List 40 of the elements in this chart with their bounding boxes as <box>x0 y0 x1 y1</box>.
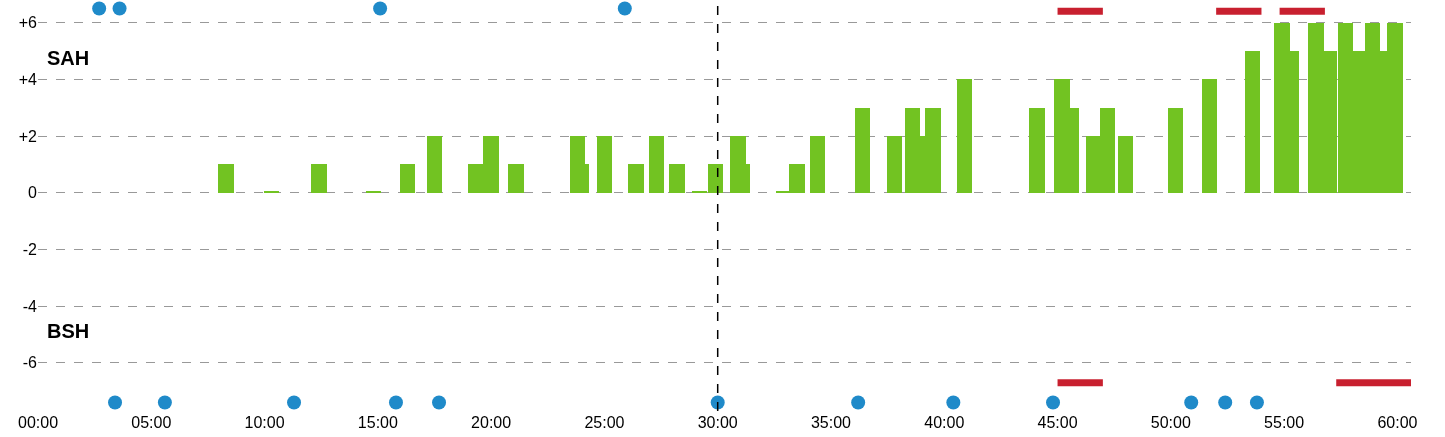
x-tick-label: 45:00 <box>1037 414 1078 431</box>
y-tick-label: 0 <box>28 184 38 202</box>
x-tick-label: 30:00 <box>697 414 738 431</box>
x-tick-label: 15:00 <box>357 414 398 431</box>
x-tick-label: 00:00 <box>17 414 59 431</box>
y-tick-label: +4 <box>18 70 38 88</box>
annotation: SAH <box>47 47 90 69</box>
bar <box>508 164 524 193</box>
annotation: BSH <box>47 320 90 342</box>
x-tick-label: 50:00 <box>1150 414 1191 431</box>
x-tick-label: 20:00 <box>471 414 512 431</box>
bar <box>1029 108 1045 193</box>
bar <box>855 108 870 193</box>
bar <box>957 79 972 193</box>
x-tick-label: 10:00 <box>244 414 285 431</box>
x-tick-label: 25:00 <box>584 414 625 431</box>
x-tick-label: 55:00 <box>1264 414 1305 431</box>
bar <box>810 136 825 193</box>
bar <box>218 164 234 193</box>
y-tick-label: +6 <box>18 14 38 32</box>
bar <box>427 136 442 193</box>
bar <box>1245 51 1260 193</box>
bar <box>1168 108 1183 193</box>
x-tick-label: 60:00 <box>1377 414 1418 431</box>
bar <box>400 164 415 193</box>
bar <box>1118 136 1133 193</box>
x-tick-label: 05:00 <box>131 414 172 431</box>
bar <box>311 164 327 193</box>
bar <box>597 136 612 193</box>
bar <box>649 136 664 193</box>
x-tick-label: 35:00 <box>810 414 852 431</box>
y-tick-label: -6 <box>22 354 38 372</box>
y-tick-label: -2 <box>22 241 38 259</box>
bar <box>887 136 902 193</box>
x-tick-label: 40:00 <box>924 414 965 431</box>
bar <box>669 164 685 193</box>
y-tick-label: -4 <box>22 297 38 315</box>
y-tick-label: +2 <box>18 127 38 145</box>
bar <box>628 164 644 193</box>
bar <box>1202 79 1217 193</box>
